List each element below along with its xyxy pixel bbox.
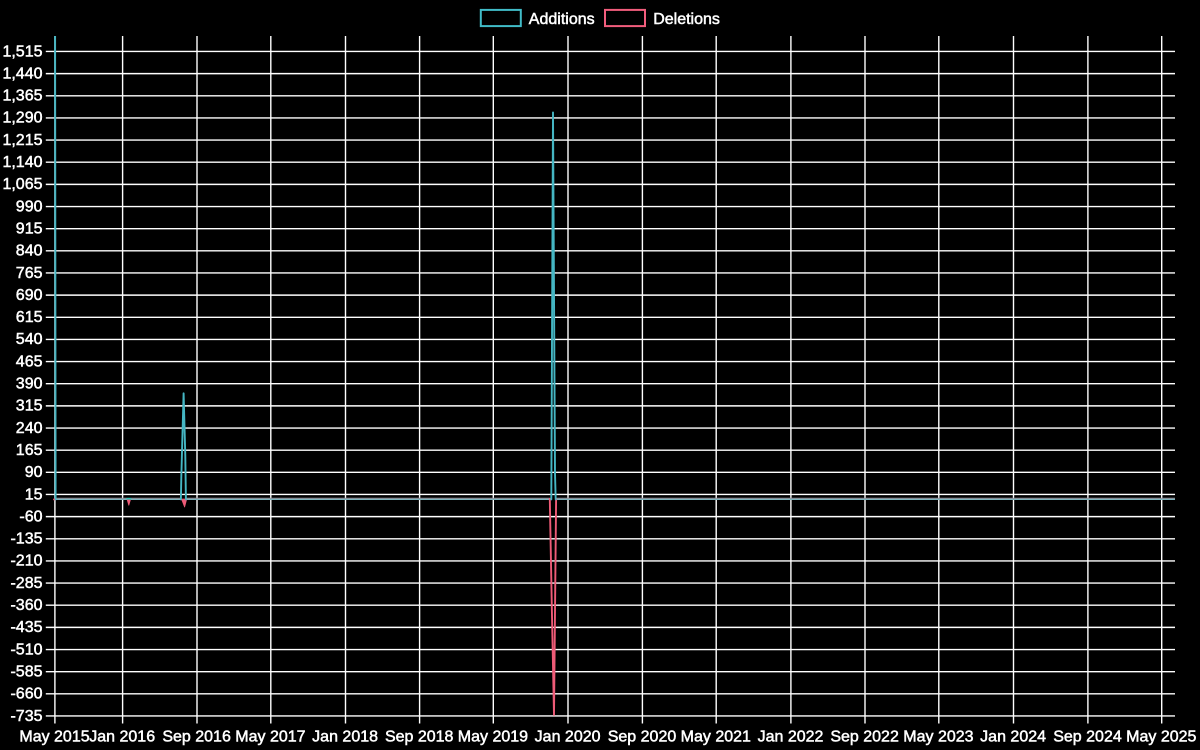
svg-text:465: 465	[16, 353, 43, 370]
svg-text:Jan 2018: Jan 2018	[312, 729, 378, 746]
svg-text:15: 15	[25, 486, 43, 503]
svg-text:1,365: 1,365	[2, 88, 42, 105]
svg-text:-135: -135	[10, 531, 42, 548]
svg-text:May 2017: May 2017	[235, 729, 305, 746]
svg-text:Jan 2022: Jan 2022	[758, 729, 824, 746]
svg-text:Sep 2018: Sep 2018	[385, 729, 454, 746]
svg-text:May 2015: May 2015	[19, 729, 89, 746]
svg-text:May 2023: May 2023	[903, 729, 973, 746]
svg-text:1,515: 1,515	[2, 43, 42, 60]
svg-text:-510: -510	[10, 641, 42, 658]
svg-text:690: 690	[16, 287, 43, 304]
svg-text:390: 390	[16, 376, 43, 393]
svg-text:Jan 2016: Jan 2016	[89, 729, 155, 746]
svg-text:1,065: 1,065	[2, 176, 42, 193]
svg-text:240: 240	[16, 420, 43, 437]
svg-text:540: 540	[16, 331, 43, 348]
svg-text:-660: -660	[10, 686, 42, 703]
svg-text:315: 315	[16, 398, 43, 415]
svg-text:-735: -735	[10, 708, 42, 725]
svg-text:-60: -60	[19, 508, 42, 525]
svg-text:765: 765	[16, 265, 43, 282]
svg-text:Sep 2016: Sep 2016	[162, 729, 231, 746]
svg-text:Sep 2024: Sep 2024	[1053, 729, 1122, 746]
svg-text:1,215: 1,215	[2, 132, 42, 149]
svg-text:-285: -285	[10, 575, 42, 592]
svg-text:Sep 2022: Sep 2022	[830, 729, 899, 746]
svg-text:1,140: 1,140	[2, 154, 42, 171]
svg-text:1,440: 1,440	[2, 65, 42, 82]
svg-text:May 2021: May 2021	[681, 729, 751, 746]
svg-text:May 2025: May 2025	[1126, 729, 1196, 746]
svg-text:915: 915	[16, 221, 43, 238]
svg-text:Jan 2020: Jan 2020	[535, 729, 601, 746]
svg-text:-210: -210	[10, 553, 42, 570]
svg-text:90: 90	[25, 464, 43, 481]
svg-text:165: 165	[16, 442, 43, 459]
svg-text:615: 615	[16, 309, 43, 326]
svg-text:Deletions: Deletions	[653, 11, 720, 28]
svg-text:-585: -585	[10, 664, 42, 681]
svg-text:May 2019: May 2019	[458, 729, 528, 746]
svg-text:Additions: Additions	[529, 11, 595, 28]
svg-text:-360: -360	[10, 597, 42, 614]
svg-text:Sep 2020: Sep 2020	[608, 729, 677, 746]
svg-text:-435: -435	[10, 619, 42, 636]
svg-text:990: 990	[16, 198, 43, 215]
svg-text:Jan 2024: Jan 2024	[980, 729, 1046, 746]
svg-text:1,290: 1,290	[2, 110, 42, 127]
svg-text:840: 840	[16, 243, 43, 260]
